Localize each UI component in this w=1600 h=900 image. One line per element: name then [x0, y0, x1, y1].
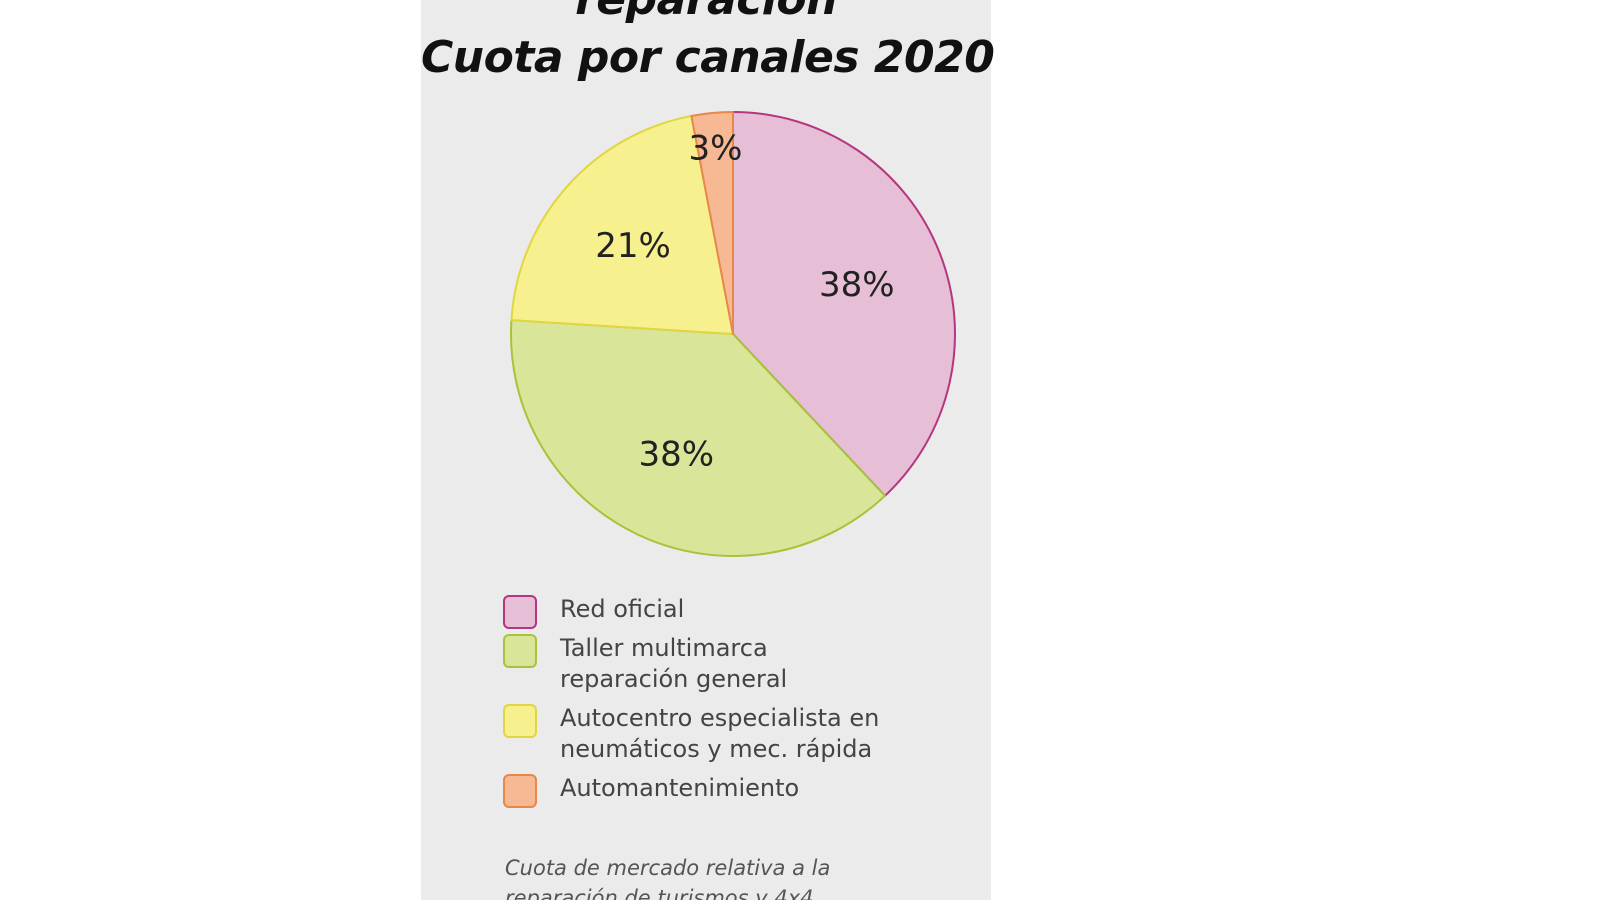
legend-label: Taller multimarca	[560, 634, 768, 662]
legend-label: Autocentro especialista en	[560, 704, 880, 732]
legend-label: reparación general	[560, 665, 788, 693]
legend-label: Automantenimiento	[560, 774, 800, 802]
pie-slice-red-oficial	[732, 111, 956, 497]
legend-swatch-automantenimiento	[503, 774, 537, 808]
legend-item-red-oficial: Red oficial	[503, 594, 963, 629]
footnote-line-2: reparación de turismos y 4x4	[505, 886, 814, 900]
pie-value-label-red-oficial: 38%	[819, 265, 895, 305]
pie-slices	[510, 111, 956, 557]
chart-footnote: Cuota de mercado relativa a la reparació…	[505, 853, 965, 900]
pie-value-label-automantenimiento: 3%	[688, 128, 742, 168]
legend-item-taller-multimarca: Taller multimarca reparación general	[503, 633, 963, 695]
chart-title-line-2: Cuota por canales 2020	[421, 32, 995, 83]
chart-title-line-1: reparación	[421, 0, 991, 25]
legend-item-automantenimiento: Automantenimiento	[503, 773, 963, 808]
pie-value-label-autocentro: 21%	[595, 226, 671, 266]
legend-item-autocentro: Autocentro especialista en neumáticos y …	[503, 703, 963, 765]
pie-value-labels: 38% 38% 21% 3%	[595, 128, 894, 474]
pie-slice-autocentro	[510, 114, 734, 335]
legend-label: neumáticos y mec. rápida	[560, 735, 873, 763]
chart-legend: Red oficial Taller multimarca reparación…	[503, 594, 963, 812]
legend-swatch-red-oficial	[503, 595, 537, 629]
footnote-line-1: Cuota de mercado relativa a la	[505, 856, 831, 880]
pie-slice-automantenimiento	[690, 111, 734, 335]
pie-value-label-taller-multimarca: 38%	[638, 435, 714, 475]
pie-slice-taller-multimarca	[510, 319, 886, 557]
legend-swatch-autocentro	[503, 704, 537, 738]
legend-swatch-taller-multimarca	[503, 634, 537, 668]
legend-label: Red oficial	[560, 595, 685, 623]
